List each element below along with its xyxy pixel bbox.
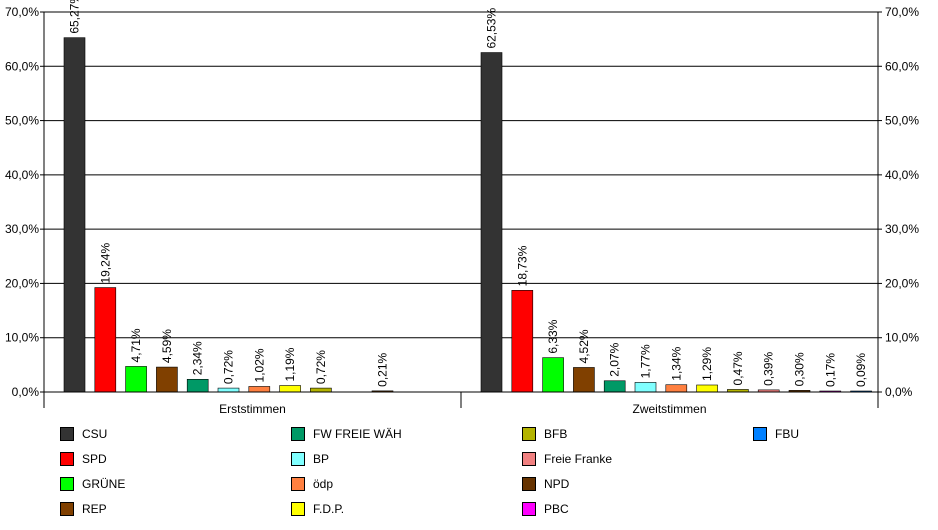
category-label: Erststimmen [219,402,286,416]
left-tick-label: 70,0% [5,5,39,19]
data-label: 0,09% [854,353,868,387]
bar [217,387,240,393]
data-labels: 65,27% 19,24% 4,71% 4,59% 2,34% 0,72% 1,02% 1,1… [68,0,869,387]
bar [310,387,332,393]
bar [696,384,718,393]
data-label: 0,72% [222,350,236,384]
data-label: 4,71% [129,328,143,362]
bar [603,380,626,393]
data-label: 65,27% [68,0,82,34]
left-tick-label: 0,0% [12,385,40,399]
left-tick-label: 60,0% [5,59,39,73]
bar [634,382,657,393]
data-label: 1,34% [669,346,683,380]
right-tick-label: 10,0% [885,331,919,345]
bar [186,378,209,393]
data-label: 0,17% [823,353,837,387]
bar [125,366,147,393]
left-tick-label: 50,0% [5,114,39,128]
data-label: 4,52% [577,329,591,363]
axes [43,12,879,408]
left-y-axis-ticks: 0,0% 10,0% 20,0% 30,0% 40,0% 50,0% 60,0% 70,0% [5,5,44,399]
bar [279,385,301,393]
data-label: 0,39% [762,352,776,386]
data-label: 2,34% [191,341,205,375]
bar [511,290,534,393]
data-label: 0,21% [376,353,390,387]
gridlines [44,11,878,339]
data-label: 18,73% [515,245,529,286]
right-tick-label: 70,0% [885,5,919,19]
bar [63,37,86,393]
bar [156,366,178,393]
right-tick-label: 60,0% [885,59,919,73]
data-label: 0,30% [793,352,807,386]
data-label: 19,24% [98,243,112,284]
bars [63,37,872,393]
bar [542,357,564,393]
left-tick-label: 20,0% [5,276,39,290]
category-labels: Erststimmen Zweitstimmen [219,402,706,416]
category-label: Zweitstimmen [632,402,706,416]
data-label: 1,02% [252,348,266,382]
right-tick-label: 50,0% [885,114,919,128]
bar [665,384,688,393]
left-tick-label: 10,0% [5,331,39,345]
data-label: 1,77% [639,344,653,378]
data-label: 0,47% [731,351,745,385]
data-label: 1,29% [700,347,714,381]
bar [573,367,595,393]
bar [480,52,503,393]
data-label: 1,19% [283,347,297,381]
data-label: 6,33% [546,319,560,353]
bar [248,386,271,393]
left-tick-label: 30,0% [5,222,39,236]
data-label: 4,59% [160,329,174,363]
data-label: 0,72% [314,350,328,384]
right-y-axis-ticks: 0,0% 10,0% 20,0% 30,0% 40,0% 50,0% 60,0% 70,0% [878,5,919,399]
right-tick-label: 40,0% [885,168,919,182]
data-label: 2,07% [608,342,622,376]
right-tick-label: 20,0% [885,276,919,290]
bar [94,287,117,393]
left-tick-label: 40,0% [5,168,39,182]
right-tick-label: 30,0% [885,222,919,236]
data-label: 62,53% [485,8,499,49]
right-tick-label: 0,0% [885,385,913,399]
